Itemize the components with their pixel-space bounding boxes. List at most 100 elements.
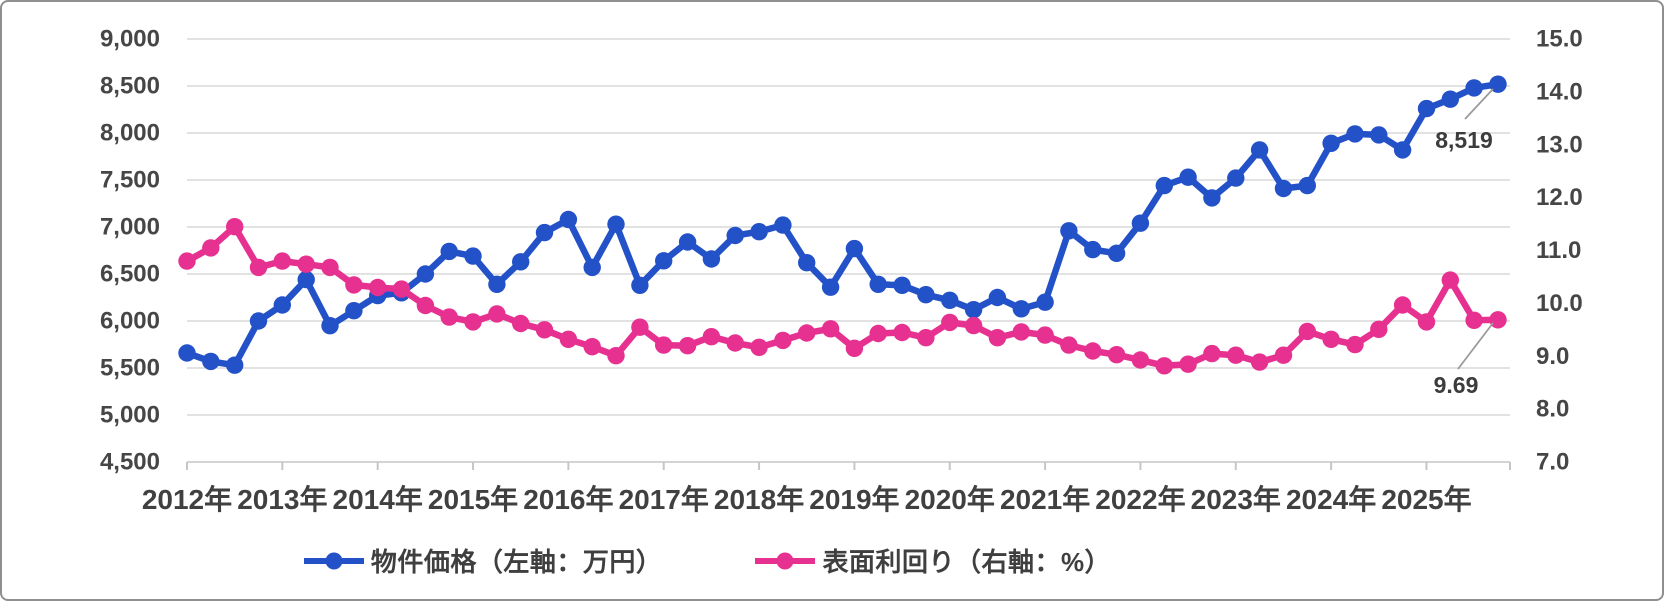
legend-line-marker-icon bbox=[755, 552, 816, 569]
data-point-marker bbox=[750, 338, 768, 356]
data-point-marker bbox=[774, 216, 792, 234]
data-point-marker bbox=[345, 276, 363, 294]
data-point-marker bbox=[178, 252, 196, 270]
left-axis-tick-label: 8,500 bbox=[100, 73, 160, 100]
data-point-marker bbox=[440, 242, 458, 261]
data-point-marker bbox=[631, 318, 649, 336]
data-point-marker bbox=[535, 321, 554, 339]
data-point-marker bbox=[726, 334, 744, 352]
data-point-marker bbox=[893, 323, 911, 342]
data-point-marker bbox=[1203, 189, 1221, 207]
data-point-marker bbox=[178, 344, 196, 362]
data-point-marker bbox=[1250, 141, 1269, 159]
data-point-marker bbox=[1179, 355, 1197, 373]
data-point-marker bbox=[1441, 271, 1460, 289]
left-axis-tick-label: 6,000 bbox=[100, 308, 160, 335]
data-point-marker bbox=[1155, 357, 1174, 375]
data-point-marker bbox=[1441, 90, 1460, 108]
legend-item-gross-yield: 表面利回り（右軸：%） bbox=[754, 542, 1111, 579]
data-point-marker bbox=[798, 254, 816, 272]
right-axis-tick-label: 15.0 bbox=[1536, 26, 1583, 53]
data-point-marker bbox=[249, 258, 268, 277]
price-end-value-label: 8,519 bbox=[1435, 127, 1493, 153]
left-axis-tick-label: 9,000 bbox=[100, 26, 160, 53]
yield-end-value-label: 9.69 bbox=[1434, 372, 1479, 398]
data-point-marker bbox=[917, 286, 935, 304]
gridlines bbox=[187, 38, 1510, 463]
data-point-marker bbox=[1107, 244, 1126, 262]
data-point-marker bbox=[1179, 168, 1197, 186]
data-point-marker bbox=[583, 258, 601, 277]
data-point-marker bbox=[464, 247, 482, 265]
data-point-marker bbox=[512, 314, 530, 333]
data-point-marker bbox=[1060, 336, 1078, 354]
data-point-marker bbox=[369, 278, 387, 297]
right-axis-tick-label: 8.0 bbox=[1536, 396, 1569, 423]
data-point-marker bbox=[1489, 311, 1507, 329]
data-point-marker bbox=[559, 210, 578, 229]
data-point-marker bbox=[1203, 344, 1221, 363]
data-point-marker bbox=[607, 347, 625, 365]
data-point-marker bbox=[821, 278, 840, 296]
data-point-marker bbox=[273, 252, 291, 270]
x-axis-year-label: 2018年 bbox=[714, 483, 804, 515]
data-point-marker bbox=[1322, 330, 1340, 348]
left-axis-tick-label: 8,000 bbox=[100, 120, 160, 147]
data-point-marker bbox=[416, 265, 435, 283]
data-point-marker bbox=[750, 223, 768, 241]
data-point-marker bbox=[1393, 296, 1412, 314]
data-point-marker bbox=[678, 233, 697, 251]
data-point-marker bbox=[964, 301, 983, 319]
left-axis-tick-label: 7,500 bbox=[100, 167, 160, 194]
data-point-marker bbox=[559, 330, 578, 348]
data-point-marker bbox=[512, 253, 530, 271]
data-point-marker bbox=[893, 276, 911, 294]
right-axis-labels: 15.0 14.0 13.0 12.0 11.0 10.0 9.0 8.0 7.0 bbox=[1536, 26, 1583, 476]
x-axis-year-label: 2020年 bbox=[905, 483, 995, 515]
data-point-marker bbox=[607, 215, 625, 233]
data-point-marker bbox=[1489, 75, 1507, 93]
series-gross-yield bbox=[178, 218, 1507, 375]
legend-item-property-price: 物件価格（左軸：万円） bbox=[303, 542, 663, 579]
x-axis-year-labels: 2012年 2013年 2014年 2015年 2016年 2017年 2018年 2019年… bbox=[142, 483, 1472, 515]
x-axis-year-label: 2025年 bbox=[1381, 483, 1471, 515]
data-point-marker bbox=[1370, 320, 1388, 338]
data-point-marker bbox=[392, 280, 411, 298]
data-point-marker bbox=[535, 223, 554, 242]
data-point-marker bbox=[702, 328, 721, 346]
data-point-marker bbox=[1012, 323, 1030, 341]
left-axis-tick-label: 4,500 bbox=[100, 449, 160, 476]
x-axis-ticks bbox=[186, 462, 1511, 470]
data-point-marker bbox=[249, 312, 268, 330]
data-point-marker bbox=[1060, 222, 1078, 240]
data-point-marker bbox=[440, 308, 458, 326]
data-point-marker bbox=[726, 226, 744, 245]
data-point-marker bbox=[202, 352, 220, 371]
data-point-marker bbox=[845, 339, 864, 357]
x-axis-year-label: 2015年 bbox=[428, 483, 518, 515]
data-point-marker bbox=[297, 270, 315, 289]
left-axis-labels: 9,000 8,500 8,000 7,500 7,000 6,500 6,000 5,500… bbox=[100, 26, 160, 476]
data-point-marker bbox=[321, 258, 339, 277]
data-point-marker bbox=[1298, 176, 1317, 195]
x-axis-year-label: 2014年 bbox=[333, 483, 423, 515]
data-point-marker bbox=[1370, 126, 1388, 144]
data-point-marker bbox=[655, 336, 673, 354]
x-axis-year-label: 2016年 bbox=[523, 483, 613, 515]
x-axis-year-label: 2019年 bbox=[809, 483, 899, 515]
data-point-marker bbox=[988, 329, 1007, 347]
right-axis-tick-label: 9.0 bbox=[1536, 343, 1569, 370]
data-point-marker bbox=[821, 320, 840, 338]
data-point-marker bbox=[941, 291, 959, 309]
data-point-marker bbox=[798, 324, 816, 342]
data-point-marker bbox=[321, 317, 339, 335]
data-point-marker bbox=[226, 218, 244, 236]
data-point-marker bbox=[273, 296, 291, 314]
data-point-marker bbox=[488, 275, 506, 293]
data-point-marker bbox=[988, 288, 1007, 307]
right-axis-tick-label: 14.0 bbox=[1536, 78, 1583, 105]
x-axis-year-label: 2017年 bbox=[619, 483, 709, 515]
data-point-marker bbox=[869, 275, 887, 293]
